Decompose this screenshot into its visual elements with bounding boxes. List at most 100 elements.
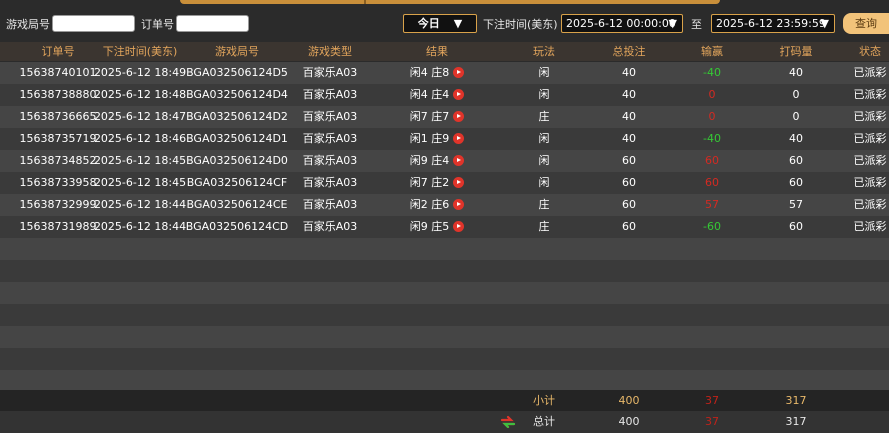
table-cell: 闲 <box>489 62 599 84</box>
cell-text: 15638732999 <box>19 198 97 211</box>
header-cell: 状态 <box>859 45 881 58</box>
table-cell: 15638731989 <box>3 216 113 238</box>
table-cell: 已派彩 <box>815 84 889 106</box>
table-cell: 0 <box>741 106 851 128</box>
summary-total-bet: 400 <box>618 415 640 428</box>
cell-text: 2025-6-12 18:44 <box>93 198 187 211</box>
cell-text: 15638740101 <box>19 66 97 79</box>
cell-text: 15638736665 <box>19 110 97 123</box>
summary-cell: 317 <box>741 390 851 411</box>
table-cell: BGA032506124D4 <box>182 84 292 106</box>
cell-text: 60 <box>789 176 803 189</box>
cell-text: 百家乐A03 <box>302 176 358 189</box>
cell-text: BGA032506124CE <box>186 198 288 211</box>
order-input[interactable] <box>176 15 249 32</box>
table-cell: BGA032506124D2 <box>182 106 292 128</box>
table-cell: 15638736665 <box>3 106 113 128</box>
table-cell: 闲 <box>489 84 599 106</box>
table-cell: 57 <box>657 194 767 216</box>
header-cell: 打码量 <box>779 45 813 58</box>
table-cell: 0 <box>657 84 767 106</box>
cell-text: -40 <box>703 66 721 79</box>
tab-divider <box>364 0 366 4</box>
table-row: 15638736665 2025-6-12 18:47 BGA032506124D2… <box>0 106 889 128</box>
table-cell: 15638733958 <box>3 172 113 194</box>
table-cell: 百家乐A03 <box>275 150 385 172</box>
cell-text: 60 <box>705 154 719 167</box>
end-select[interactable]: 2025-6-12 23:59:59 ▼ <box>711 14 835 33</box>
table-row <box>0 260 889 282</box>
cell-text: BGA032506124D4 <box>186 88 288 101</box>
header-cell: 游戏局号 <box>215 45 259 58</box>
cell-text: 15638735719 <box>19 132 97 145</box>
table-cell: 闲 <box>489 128 599 150</box>
query-button[interactable]: 查询 <box>843 13 889 34</box>
table-cell: BGA032506124D0 <box>182 150 292 172</box>
summary-cell: 小计 <box>489 390 599 411</box>
table-cell: BGA032506124D1 <box>182 128 292 150</box>
cell-text: 60 <box>622 198 636 211</box>
game-round-input[interactable] <box>52 15 135 32</box>
table-cell: 已派彩 <box>815 62 889 84</box>
table-cell: 60 <box>574 172 684 194</box>
table-cell: 15638738880 <box>3 84 113 106</box>
table-cell: 2025-6-12 18:47 <box>85 106 195 128</box>
table-cell: 已派彩 <box>815 172 889 194</box>
summary-cell: 37 <box>657 390 767 411</box>
table-cell: 已派彩 <box>815 150 889 172</box>
tab-strip <box>180 0 720 4</box>
table-cell: 2025-6-12 18:44 <box>85 216 195 238</box>
table-cell: 庄 <box>489 106 599 128</box>
table-cell: 40 <box>574 128 684 150</box>
date-select[interactable]: 今日 ▼ <box>403 14 477 33</box>
cell-text: -60 <box>703 220 721 233</box>
cell-text: 2025-6-12 18:49 <box>93 66 187 79</box>
table-cell: BGA032506124CE <box>182 194 292 216</box>
cell-text: 15638734852 <box>19 154 97 167</box>
table-cell: 60 <box>657 150 767 172</box>
cell-text: 2025-6-12 18:48 <box>93 88 187 101</box>
total-row: 总计 400 37 317 <box>0 411 889 433</box>
table-cell: 庄 <box>489 194 599 216</box>
cell-text: 40 <box>622 66 636 79</box>
cell-text: 2025-6-12 18:45 <box>93 176 187 189</box>
table-cell: 60 <box>741 150 851 172</box>
table-cell: 庄 <box>489 216 599 238</box>
summary-win-loss: 37 <box>705 415 719 428</box>
summary-bet-amount: 317 <box>785 415 807 428</box>
cell-text: 百家乐A03 <box>302 198 358 211</box>
time-label: 下注时间(美东) <box>483 18 558 31</box>
cell-text: BGA032506124CF <box>186 176 288 189</box>
table-cell: 40 <box>741 128 851 150</box>
cell-text: 15638738880 <box>19 88 97 101</box>
start-select[interactable]: 2025-6-12 00:00:00 ▼ <box>561 14 683 33</box>
cell-text: 闲 <box>538 132 550 145</box>
table-cell: 已派彩 <box>815 216 889 238</box>
cell-text: 庄 <box>538 220 550 233</box>
table-cell: 已派彩 <box>815 194 889 216</box>
table-cell: 2025-6-12 18:44 <box>85 194 195 216</box>
cell-text: 40 <box>789 66 803 79</box>
table-cell: BGA032506124D5 <box>182 62 292 84</box>
table-header: 订单号 下注时间(美东) 游戏局号 游戏类型 结果 玩法 总投注 输赢 打码量 状态 <box>0 42 889 61</box>
game-round-label: 游戏局号 <box>6 18 50 31</box>
to-label: 至 <box>691 18 702 31</box>
table-row: 15638732999 2025-6-12 18:44 BGA032506124CE… <box>0 194 889 216</box>
play-icon <box>453 111 465 122</box>
table-cell: 闲7 庄7 <box>382 106 492 128</box>
summary-label: 总计 <box>533 415 555 428</box>
cell-text: 闲4 庄8 <box>409 66 450 79</box>
table-cell: 闲4 庄4 <box>382 84 492 106</box>
cell-text: 庄 <box>538 198 550 211</box>
cell-text: 百家乐A03 <box>302 88 358 101</box>
summary-win-loss: 37 <box>705 394 719 407</box>
header-cell: 玩法 <box>533 45 555 58</box>
table-cell: 0 <box>741 84 851 106</box>
cell-text: 闲 <box>538 88 550 101</box>
table-row: 15638735719 2025-6-12 18:46 BGA032506124D1… <box>0 128 889 150</box>
table-cell: 闲 <box>489 172 599 194</box>
cell-text: 百家乐A03 <box>302 154 358 167</box>
table-cell: -60 <box>657 216 767 238</box>
cell-text: 百家乐A03 <box>302 132 358 145</box>
summary-cell: 37 <box>657 411 767 433</box>
